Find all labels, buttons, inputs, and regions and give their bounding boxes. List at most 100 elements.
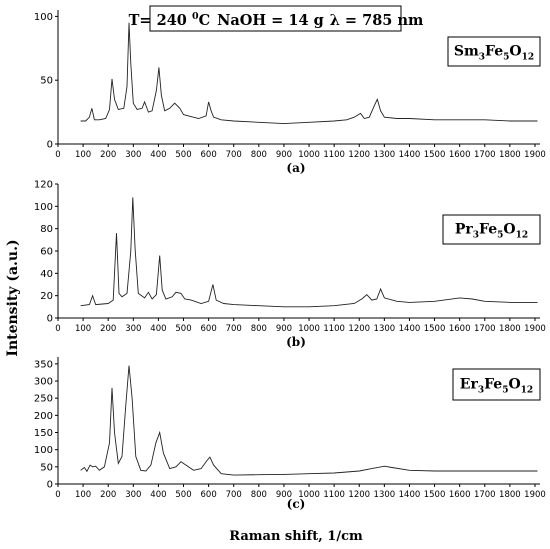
panel-b-x-tick-label: 500: [175, 324, 191, 334]
panel-a-x-tick-label: 1400: [399, 150, 421, 160]
panel-a-label: (a): [286, 161, 305, 175]
panel-b-y-tick-label: 120: [34, 180, 53, 191]
panel-a-x-tick-label: 0: [55, 150, 60, 160]
panel-a-subscript-1: 3: [479, 53, 485, 63]
panel-a-x-tick-label: 1700: [474, 150, 496, 160]
panel-b-subscript-3: 12: [516, 231, 529, 241]
panel-c-x-tick-label: 300: [125, 490, 141, 500]
panel-c-spectrum-line: [80, 365, 538, 476]
panel-c-element-2: Fe: [484, 377, 502, 393]
laser-wavelength: λ = 785 nm: [330, 12, 424, 29]
conditions-box: T= 240 0C NaOH = 14 g λ = 785 nm: [129, 5, 424, 32]
conditions-box-frame: [149, 5, 402, 32]
panel-c-x-tick-label: 1300: [374, 490, 396, 500]
panel-b-x-tick-label: 700: [226, 324, 242, 334]
panel-c-element-1: Er: [460, 377, 479, 393]
panel-b-x-tick-label: 1200: [348, 324, 370, 334]
panel-c-y-tick-label: 0: [47, 480, 53, 491]
panel-c-label: (c): [287, 497, 306, 511]
panel-a-x-tick-label: 1200: [348, 150, 370, 160]
panel-a-subscript-2: 5: [503, 53, 509, 63]
panel-a-x-tick-label: 1000: [298, 150, 320, 160]
panel-c-subscript-3: 12: [521, 386, 534, 396]
panel-a: 0 100 200 300 400 500 600 700 800 900 1000 1100 1200…: [34, 10, 546, 175]
panel-c-x-tick-label: 1100: [323, 490, 345, 500]
panel-c-y-tick-label: 350: [34, 359, 53, 370]
panel-c-y-tick-label: 150: [34, 428, 53, 439]
panel-a-x-tick-label: 900: [276, 150, 292, 160]
panel-b-y-tick-label: 40: [40, 269, 53, 280]
panel-b-compound-box: Pr3Fe5O12: [442, 214, 541, 245]
panel-c-x-tick-label: 1200: [348, 490, 370, 500]
panel-b-x-tick-label: 200: [100, 324, 116, 334]
panel-b-subscript-2: 5: [497, 231, 503, 241]
temperature-prefix: T= 240: [129, 12, 192, 29]
panel-c-x-ticks: 0 100 200 300 400 500 600 700 800 900 1000 1100 1200…: [55, 484, 546, 500]
panel-a-x-tick-label: 200: [100, 150, 116, 160]
panel-a-y-tick-label: 100: [34, 12, 53, 23]
panel-b-x-tick-label: 1900: [524, 324, 546, 334]
panel-b-x-tick-label: 1400: [399, 324, 421, 334]
panel-a-x-tick-label: 1500: [424, 150, 446, 160]
panel-c-x-tick-label: 100: [75, 490, 91, 500]
panel-b-compound-label: Pr3Fe5O12: [455, 222, 528, 241]
panel-c-x-tick-label: 900: [276, 490, 292, 500]
panel-b-axes: [57, 184, 540, 319]
panel-c-x-tick-label: 1000: [298, 490, 320, 500]
panel-a-element-1: Sm: [454, 44, 479, 60]
panel-b-y-tick-label: 60: [40, 247, 53, 258]
panel-c-x-tick-label: 200: [100, 490, 116, 500]
panel-c-y-tick-label: 300: [34, 377, 53, 388]
panel-b-x-tick-label: 300: [125, 324, 141, 334]
panel-a-compound-label: Sm3Fe5O12: [454, 44, 534, 63]
panel-a-x-tick-label: 700: [226, 150, 242, 160]
panel-b-x-tick-label: 100: [75, 324, 91, 334]
panel-b-spectrum-line: [80, 197, 538, 308]
panel-c-y-ticks: 0 50 100 150 200 250 300 350: [34, 359, 58, 491]
y-axis-label: Intensity (a.u.): [5, 239, 21, 356]
panel-a-y-ticks: 0 50 100: [34, 12, 58, 151]
panel-b-y-tick-label: 80: [40, 224, 53, 235]
panel-b-x-tick-label: 800: [251, 324, 267, 334]
panel-b-x-ticks: 0 100 200 300 400 500 600 700 800 900 1000 1100 1200…: [55, 318, 546, 334]
panel-a-x-ticks: 0 100 200 300 400 500 600 700 800 900 1000 1100 1200…: [55, 144, 546, 160]
panel-b-y-tick-label: 100: [34, 202, 53, 213]
panel-c-compound-box: Er3Fe5O12: [452, 368, 541, 401]
panel-c-y-tick-label: 250: [34, 394, 53, 405]
panel-b-y-ticks: 0 20 40 60 80 100 120: [34, 180, 58, 325]
panel-b-x-tick-label: 1700: [474, 324, 496, 334]
panel-c-x-tick-label: 600: [201, 490, 217, 500]
panel-c: 0 100 200 300 400 500 600 700 800 900 1000 1100 1200…: [34, 357, 546, 511]
panel-a-x-tick-label: 400: [150, 150, 166, 160]
temperature-unit: C: [199, 12, 211, 29]
panel-c-x-tick-label: 1500: [424, 490, 446, 500]
panel-b: 0 100 200 300 400 500 600 700 800 900 1000 1100 1200…: [34, 180, 546, 350]
panel-a-x-tick-label: 800: [251, 150, 267, 160]
panel-a-x-tick-label: 1100: [323, 150, 345, 160]
panel-b-y-tick-label: 20: [40, 291, 53, 302]
panel-a-element-2: Fe: [485, 44, 503, 60]
panel-c-x-tick-label: 700: [226, 490, 242, 500]
panel-b-y-tick-label: 0: [47, 314, 53, 325]
panel-a-spectrum-line: [80, 22, 538, 125]
panel-c-x-tick-label: 400: [150, 490, 166, 500]
panel-b-x-tick-label: 1600: [449, 324, 471, 334]
panel-c-x-tick-label: 0: [55, 490, 60, 500]
panel-a-x-tick-label: 1600: [449, 150, 471, 160]
panel-a-x-tick-label: 1800: [499, 150, 521, 160]
panel-c-compound-frame: [452, 368, 541, 401]
panel-b-element-2: Fe: [479, 222, 497, 238]
panel-c-x-tick-label: 1600: [449, 490, 471, 500]
panel-a-x-tick-label: 1300: [374, 150, 396, 160]
panel-a-compound-box: Sm3Fe5O12: [447, 36, 541, 67]
naoh-amount: NaOH = 14 g: [217, 12, 324, 29]
panel-b-x-tick-label: 1300: [374, 324, 396, 334]
panel-c-y-tick-label: 50: [40, 462, 53, 473]
panel-c-subscript-2: 5: [502, 386, 508, 396]
panel-b-element-3: O: [503, 222, 515, 238]
panel-b-subscript-1: 3: [473, 231, 479, 241]
panel-c-element-3: O: [508, 377, 520, 393]
panel-b-compound-frame: [442, 214, 541, 245]
panel-a-y-tick-label: 50: [40, 76, 53, 87]
